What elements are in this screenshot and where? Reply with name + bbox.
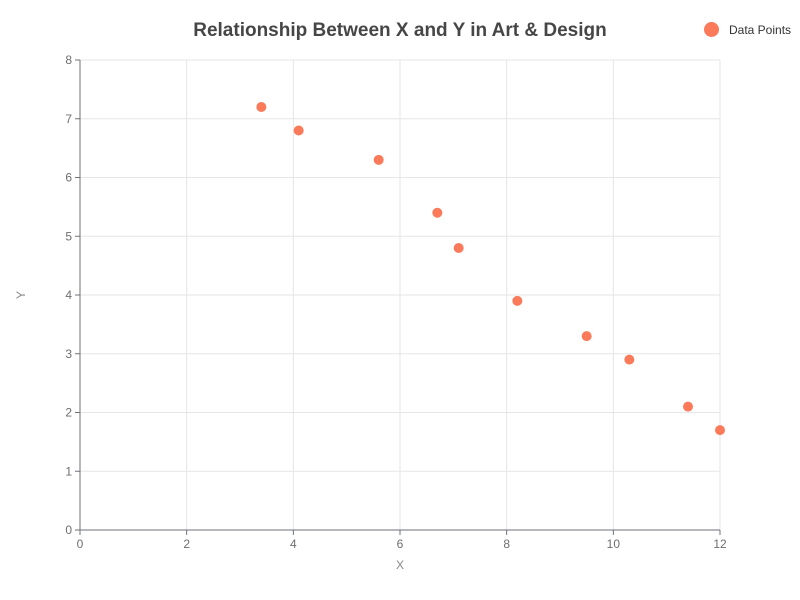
grid-lines (80, 59, 721, 530)
y-tick-label: 3 (65, 347, 72, 361)
x-axis-label: X (396, 558, 404, 572)
x-tick-label: 4 (290, 537, 297, 551)
x-tick-label: 6 (397, 537, 404, 551)
x-tick-label: 12 (713, 537, 727, 551)
x-tick-label: 10 (607, 537, 621, 551)
data-point[interactable] (624, 354, 635, 365)
x-axis-ticks: 0 2 4 6 8 10 12 (77, 530, 727, 551)
data-point[interactable] (256, 102, 267, 112)
data-point[interactable] (293, 125, 304, 136)
chart-title: Relationship Between X and Y in Art & De… (193, 20, 607, 41)
y-tick-label: 2 (65, 406, 72, 420)
x-tick-label: 8 (503, 537, 510, 551)
data-points (256, 102, 725, 436)
y-axis-ticks: 0 1 2 3 4 5 6 7 8 (65, 53, 80, 537)
legend-marker-icon (704, 22, 719, 37)
data-point[interactable] (715, 425, 725, 436)
y-tick-label: 0 (65, 523, 72, 537)
y-tick-label: 8 (65, 53, 72, 67)
data-point[interactable] (453, 243, 464, 253)
y-tick-label: 1 (65, 464, 72, 478)
y-tick-label: 4 (65, 288, 72, 302)
y-tick-label: 7 (65, 112, 72, 126)
data-point[interactable] (432, 207, 443, 218)
data-point[interactable] (373, 154, 384, 165)
legend[interactable]: Data Points (704, 22, 791, 37)
data-point[interactable] (512, 295, 523, 306)
y-tick-label: 5 (65, 229, 72, 243)
legend-label: Data Points (729, 22, 792, 37)
x-tick-label: 0 (77, 537, 84, 551)
x-tick-label: 2 (183, 537, 190, 551)
y-axis-label: Y (14, 291, 28, 299)
y-tick-label: 6 (65, 171, 72, 185)
data-point[interactable] (683, 401, 693, 412)
data-point[interactable] (581, 331, 592, 342)
